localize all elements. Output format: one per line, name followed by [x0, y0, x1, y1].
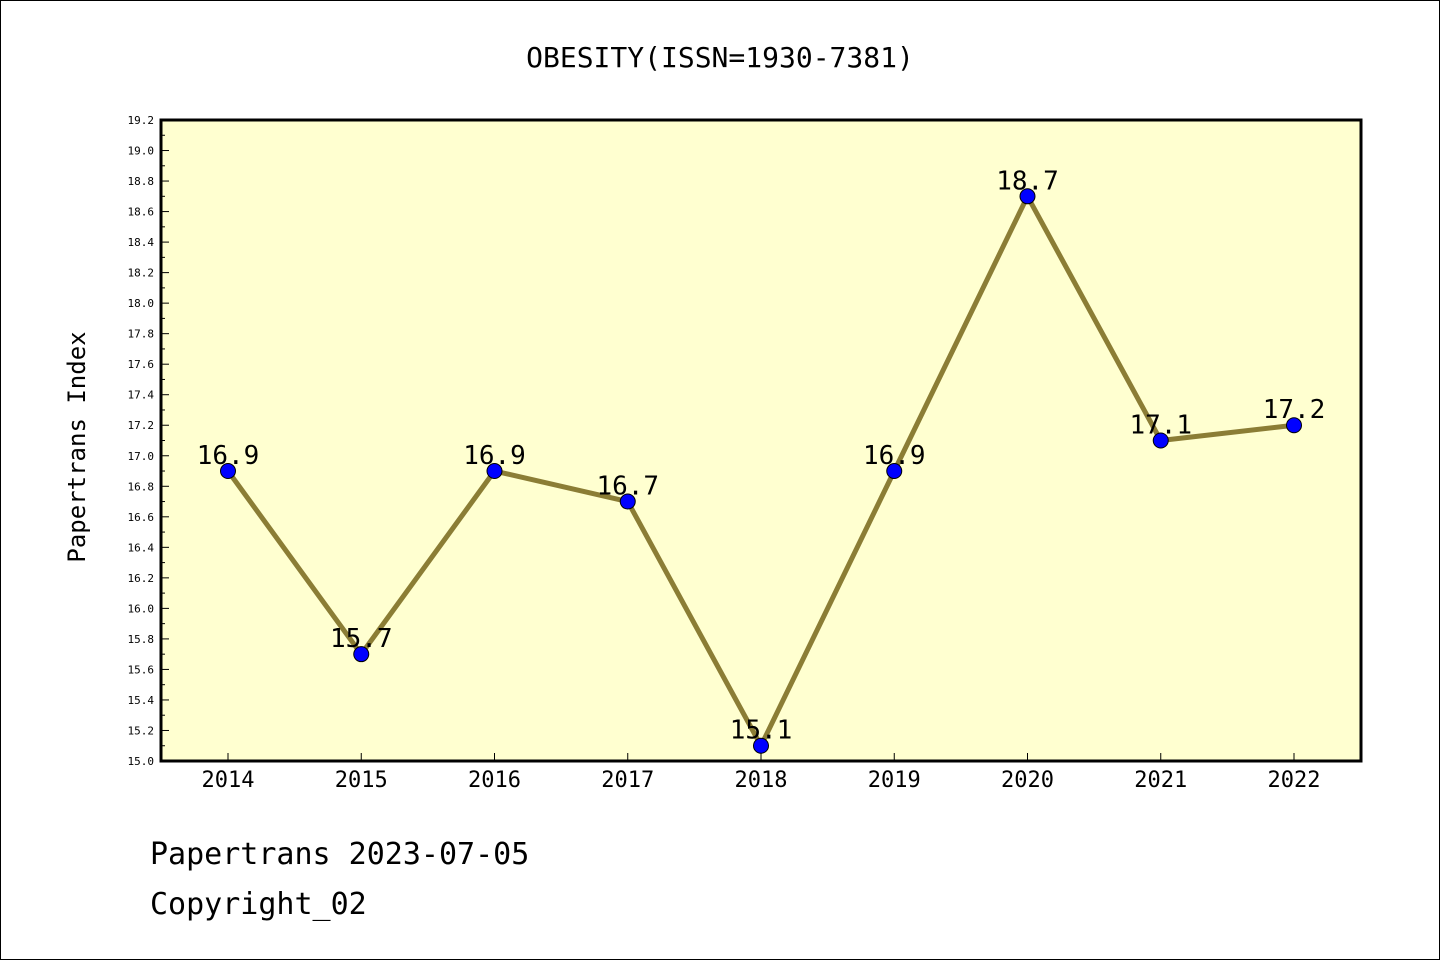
x-tick-label: 2016 — [468, 768, 521, 793]
data-label: 18.7 — [996, 166, 1059, 196]
data-label: 16.9 — [863, 441, 926, 471]
y-tick-label: 16.0 — [128, 602, 155, 615]
y-tick-label: 18.4 — [128, 236, 155, 249]
y-tick-label: 16.8 — [128, 480, 155, 493]
data-label: 15.1 — [730, 716, 793, 746]
y-tick-label: 17.2 — [128, 419, 155, 432]
y-tick-label: 16.2 — [128, 572, 155, 585]
data-point — [1019, 188, 1036, 205]
data-point — [1286, 417, 1302, 434]
chart-title: OBESITY(ISSN=1930-7381) — [526, 41, 914, 74]
data-point — [220, 463, 236, 480]
data-point — [886, 463, 903, 480]
y-tick-label: 18.6 — [128, 206, 155, 219]
y-tick-label: 18.0 — [128, 297, 155, 310]
y-tick-label: 15.6 — [128, 663, 155, 676]
data-point — [486, 463, 503, 480]
y-tick-label: 19.2 — [128, 114, 155, 127]
data-label: 17.2 — [1263, 395, 1326, 425]
y-axis: 15.0 15.2 15.4 15.6 15.8 16.0 16.2 16.4 16.6 16.8… — [128, 114, 169, 768]
data-point — [753, 737, 769, 754]
y-tick-label: 15.4 — [128, 694, 155, 707]
x-tick-label: 2019 — [868, 768, 921, 793]
x-tick-label: 2014 — [202, 768, 255, 793]
y-tick-label: 15.0 — [128, 755, 155, 768]
y-tick-label: 17.0 — [128, 450, 155, 463]
footer-copyright: Copyright_02 — [150, 887, 367, 922]
data-point — [619, 493, 636, 510]
y-tick-label: 17.4 — [128, 389, 155, 402]
footer-date: Papertrans 2023-07-05 — [150, 837, 529, 872]
y-tick-label: 18.2 — [128, 267, 155, 280]
y-axis-label: Papertrans Index — [63, 331, 91, 562]
x-tick-label: 2021 — [1134, 768, 1187, 793]
x-tick-label: 2018 — [735, 768, 788, 793]
y-tick-label: 17.8 — [128, 328, 155, 341]
data-label: 15.7 — [330, 624, 393, 654]
y-tick-label: 18.8 — [128, 175, 155, 188]
y-tick-label: 16.4 — [128, 541, 155, 554]
data-label: 17.1 — [1129, 411, 1192, 441]
data-label: 16.7 — [596, 472, 659, 502]
x-tick-label: 2017 — [601, 768, 654, 793]
data-point — [353, 646, 370, 663]
data-label: 16.9 — [197, 441, 260, 471]
y-tick-label: 15.8 — [128, 633, 155, 646]
data-point — [1152, 432, 1169, 449]
y-tick-label: 16.6 — [128, 511, 155, 524]
x-tick-label: 2022 — [1268, 768, 1321, 793]
x-axis: 2014 2015 2016 2017 2018 2019 2020 2021 2022 — [202, 753, 1321, 793]
data-labels: 16.9 15.7 16.9 16.7 15.1 16.9 18.7 17.1 17.2 — [197, 166, 1326, 745]
data-label: 16.9 — [463, 441, 526, 471]
series-layer — [220, 188, 1302, 754]
x-tick-label: 2015 — [335, 768, 388, 793]
y-tick-label: 17.6 — [128, 358, 155, 371]
y-tick-label: 19.0 — [128, 145, 155, 158]
x-tick-label: 2020 — [1001, 768, 1054, 793]
y-tick-label: 15.2 — [128, 724, 155, 737]
